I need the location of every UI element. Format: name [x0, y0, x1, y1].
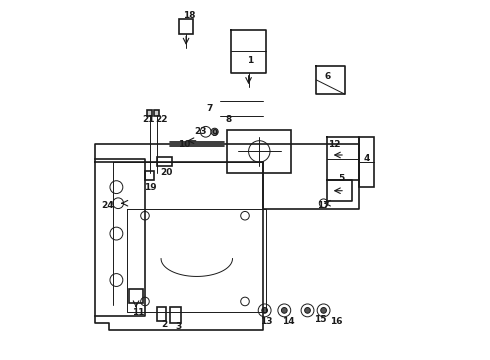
Text: 23: 23 [194, 127, 207, 136]
Text: 15: 15 [314, 315, 326, 324]
Circle shape [321, 307, 326, 313]
Text: 8: 8 [226, 115, 232, 124]
Bar [129, 289, 143, 303]
Text: 20: 20 [160, 168, 172, 177]
Circle shape [305, 307, 310, 313]
Text: 7: 7 [206, 104, 213, 113]
Bar [147, 111, 152, 116]
Circle shape [262, 307, 268, 313]
Text: 21: 21 [142, 115, 155, 124]
Bar [170, 307, 181, 323]
Text: 2: 2 [162, 320, 168, 329]
Text: 5: 5 [338, 174, 344, 183]
Text: 24: 24 [101, 201, 114, 210]
Circle shape [211, 128, 218, 135]
Text: 6: 6 [324, 72, 330, 81]
Text: 13: 13 [260, 316, 272, 325]
Text: 14: 14 [282, 316, 294, 325]
Bar [179, 19, 193, 33]
Text: 17: 17 [318, 201, 330, 210]
Text: 18: 18 [183, 11, 196, 20]
Bar [157, 307, 167, 321]
Text: 1: 1 [247, 56, 253, 65]
Text: 19: 19 [144, 183, 157, 192]
Text: 9: 9 [212, 129, 218, 138]
Bar [227, 130, 292, 173]
Bar [145, 171, 154, 180]
Text: 22: 22 [155, 115, 167, 124]
Bar [154, 111, 159, 116]
Text: 3: 3 [176, 322, 182, 331]
Text: 10: 10 [178, 140, 191, 149]
Bar [359, 137, 373, 187]
Circle shape [281, 307, 287, 313]
Bar [157, 157, 172, 166]
Text: 11: 11 [132, 308, 144, 317]
Text: 4: 4 [363, 154, 369, 163]
Text: 12: 12 [328, 140, 341, 149]
Text: 16: 16 [330, 316, 343, 325]
